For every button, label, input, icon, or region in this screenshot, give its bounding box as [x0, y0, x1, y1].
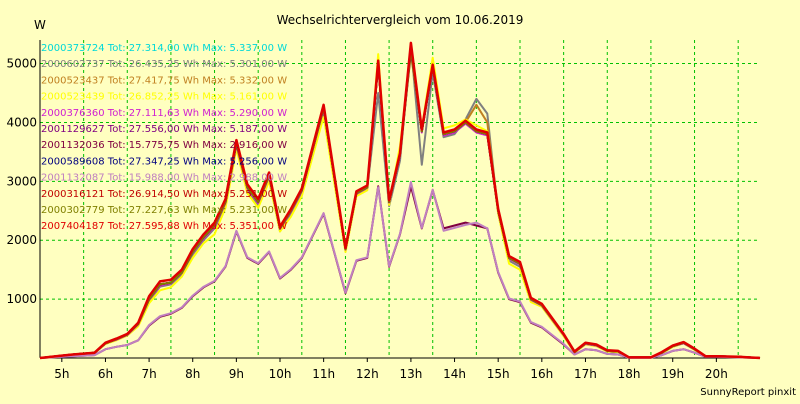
x-tick-label: 18h [618, 367, 641, 381]
x-tick-label: 12h [356, 367, 379, 381]
legend-entry-1: 2000602737 Tot: 26.435,25 Wh Max: 5.301,… [41, 59, 287, 70]
x-tick-label: 16h [530, 367, 553, 381]
x-tick-label: 14h [443, 367, 466, 381]
legend-entry-4: 2000376360 Tot: 27.111,63 Wh Max: 5.290,… [41, 108, 287, 119]
y-tick-label: 4000 [6, 115, 37, 129]
legend-entry-5: 2001129627 Tot: 27.556,00 Wh Max: 5.187,… [41, 124, 287, 135]
legend-entry-6: 2001132036 Tot: 15.775,75 Wh Max: 2.916,… [41, 140, 287, 151]
legend-entry-10: 2000302779 Tot: 27.227,63 Wh Max: 5.231,… [41, 205, 287, 216]
x-tick-label: 20h [705, 367, 728, 381]
x-tick-label: 13h [399, 367, 422, 381]
x-tick-label: 5h [54, 367, 69, 381]
y-tick-label: 1000 [6, 292, 37, 306]
legend-entry-3: 2000523439 Tot: 26.852,25 Wh Max: 5.161,… [41, 92, 287, 103]
series-line-8 [39, 181, 761, 359]
x-tick-label: 10h [269, 367, 292, 381]
legend-entry-9: 2000316121 Tot: 26.914,50 Wh Max: 5.251,… [41, 189, 287, 200]
x-tick-label: 17h [574, 367, 597, 381]
plot-area [40, 40, 760, 358]
series-lines [39, 41, 761, 360]
x-tick-label: 6h [98, 367, 113, 381]
y-axis-unit-label: W [34, 18, 46, 32]
legend-entry-2: 2000523437 Tot: 27.417,75 Wh Max: 5.332,… [41, 75, 287, 86]
report-footer: SunnyReport pinxit [700, 387, 796, 398]
y-tick-label: 3000 [6, 174, 37, 188]
y-tick-label: 5000 [6, 57, 37, 71]
y-tick-label: 2000 [6, 233, 37, 247]
x-tick-label: 19h [661, 367, 684, 381]
grid [40, 40, 760, 358]
series-line-11 [39, 41, 761, 360]
x-tick-label: 8h [185, 367, 200, 381]
legend-entry-11: 2007404187 Tot: 27.595,88 Wh Max: 5.351,… [41, 221, 287, 232]
chart-title: Wechselrichtervergleich vom 10.06.2019 [277, 13, 524, 27]
legend-entry-8: 2001132087 Tot: 15.988,00 Wh Max: 2.988,… [41, 173, 287, 184]
x-tick-label: 15h [487, 367, 510, 381]
legend-entry-7: 2000589608 Tot: 27.347,25 Wh Max: 5.256,… [41, 156, 287, 167]
axes: 1000 2000 3000 4000 5000 5h 6h 7h 8h 9h 10h 11h 12h 1… [6, 40, 760, 381]
x-tick-label: 11h [312, 367, 335, 381]
legend: 2000373724 Tot: 27.314,00 Wh Max: 5.337,… [41, 43, 287, 232]
x-tick-label: 9h [229, 367, 244, 381]
legend-entry-0: 2000373724 Tot: 27.314,00 Wh Max: 5.337,… [41, 43, 287, 54]
x-tick-label: 7h [141, 367, 156, 381]
